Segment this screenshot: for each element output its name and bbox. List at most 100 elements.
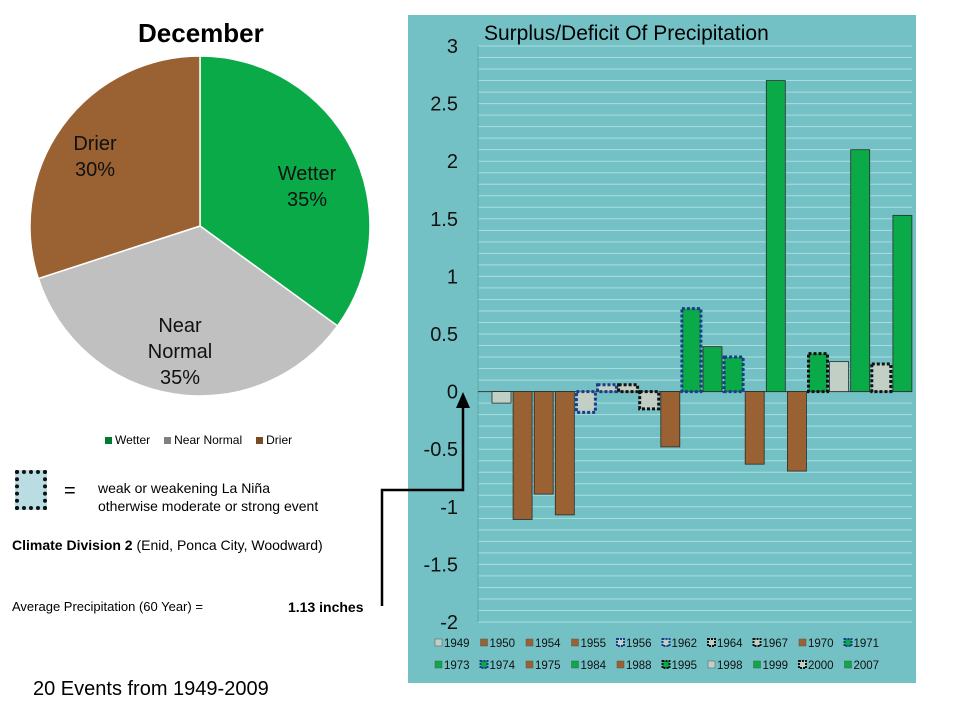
legend-label-1999: 1999: [763, 660, 789, 672]
pie-legend-item-drier: Drier: [256, 433, 292, 447]
pie-legend-item-near-normal: Near Normal: [164, 433, 242, 447]
y-tick-label: 3: [447, 36, 458, 58]
legend-label-1964: 1964: [717, 638, 743, 650]
bar-1999: [850, 149, 871, 392]
legend-swatch-1949: [434, 638, 443, 647]
pointer-arrow-line: [380, 405, 465, 606]
pie-slice-label: Wetter 35%: [278, 163, 337, 211]
legend-label-1955: 1955: [581, 638, 607, 650]
key-equals: =: [64, 480, 76, 502]
bar-1954: [533, 391, 554, 495]
pie-legend-item-wetter: Wetter: [105, 433, 150, 447]
legend-swatch-1995: [661, 660, 671, 669]
legend-label-1962: 1962: [672, 638, 698, 650]
bar-1973: [702, 346, 723, 392]
legend-label-1949: 1949: [444, 638, 470, 650]
bar-1956: [574, 390, 597, 414]
legend-swatch-2007: [844, 660, 852, 669]
average-precip-label: Average Precipitation (60 Year) =: [12, 599, 203, 614]
y-tick-label: -1: [440, 497, 458, 519]
y-tick-label: 0.5: [430, 324, 458, 346]
bar-1998: [829, 361, 849, 393]
bar-chart-title: Surplus/Deficit Of Precipitation: [484, 22, 769, 45]
legend-label-1950: 1950: [490, 638, 516, 650]
pie-slice-label-line: Near: [158, 315, 202, 337]
pie-slice-label-line: 35%: [160, 367, 200, 389]
bar-1988: [787, 391, 807, 472]
legend-label-1973: 1973: [444, 660, 470, 672]
legend-swatch-1967: [752, 638, 762, 647]
pie-title: December: [138, 18, 264, 48]
legend-label-1970: 1970: [808, 638, 834, 650]
legend-label-1984: 1984: [581, 660, 607, 672]
legend-swatch-wetter: [105, 436, 112, 444]
pie-slice-label-line: Drier: [73, 133, 117, 155]
legend-swatch-1950: [480, 638, 488, 647]
pie-slice-label: Near Normal 35%: [148, 315, 212, 389]
pie-legend-label: Wetter: [115, 433, 151, 447]
climate-division-text: Climate Division 2 (Enid, Ponca City, Wo…: [12, 537, 323, 553]
legend-swatch-1956: [616, 638, 625, 647]
y-tick-label: -2: [440, 612, 458, 634]
average-precip-value: 1.13 inches: [288, 599, 364, 615]
events-count-text: 20 Events from 1949-2009: [33, 678, 269, 700]
pie-slice-label-line: 30%: [75, 159, 115, 181]
y-tick-label: -0.5: [424, 439, 458, 461]
legend-label-1956: 1956: [626, 638, 652, 650]
legend-label-2007: 2007: [854, 660, 880, 672]
bar-1967: [638, 390, 661, 411]
legend-label-1975: 1975: [535, 660, 561, 672]
pie-chart: Wetter 35% Near Normal 35% Drier 30%: [29, 55, 371, 397]
legend-label-1995: 1995: [672, 660, 698, 672]
y-tick-label: 2: [447, 151, 458, 173]
bar-1955: [554, 391, 575, 516]
bar-1995: [807, 352, 829, 394]
pie-slice-label: Drier 30%: [73, 133, 117, 181]
bar-1962: [596, 383, 618, 394]
y-tick-label: 0: [447, 382, 458, 404]
legend-swatch-near-normal: [164, 436, 172, 444]
bar-1984: [765, 80, 786, 393]
pie-slice-label-line: Wetter: [278, 163, 337, 185]
bar-1971: [680, 307, 703, 394]
pie-legend-label: Near Normal: [174, 433, 243, 447]
legend-swatch-1988: [616, 660, 625, 669]
y-tick-label: 2.5: [430, 94, 458, 116]
legend-label-1971: 1971: [854, 638, 880, 650]
pointer-arrow-head: [456, 392, 470, 408]
legend-swatch-1955: [571, 638, 579, 647]
legend-swatch-1974: [479, 660, 489, 669]
legend-swatch-1973: [434, 660, 443, 669]
legend-swatch-1954: [525, 638, 534, 647]
legend-label-1998: 1998: [717, 660, 743, 672]
legend-label-1954: 1954: [535, 638, 561, 650]
key-text-otherwise: otherwise moderate or strong event: [98, 498, 319, 514]
weak-la-nina-key-swatch: [15, 470, 47, 510]
legend-swatch-1970: [798, 638, 807, 647]
bar-1949: [491, 391, 512, 404]
bar-1964: [617, 383, 640, 394]
legend-swatch-1998: [707, 660, 716, 669]
legend-swatch-drier: [256, 436, 264, 444]
key-text-weak: weak or weakening La Niña: [98, 480, 270, 496]
legend-label-2000: 2000: [808, 660, 834, 672]
y-tick-label: -1.5: [424, 554, 458, 576]
y-tick-label: 1.5: [430, 209, 458, 231]
legend-swatch-1999: [753, 660, 761, 669]
climate-division-bold: Climate Division 2: [12, 537, 133, 553]
legend-label-1967: 1967: [763, 638, 789, 650]
pie-legend: Wetter Near Normal Drier: [105, 433, 292, 447]
bar-2007: [892, 214, 913, 392]
pie-slice-label-line: Normal: [148, 341, 212, 363]
legend-label-1974: 1974: [490, 660, 516, 672]
pie-slice-wetter: [199, 55, 371, 327]
pie-slice-label-line: 35%: [287, 189, 327, 211]
bar-1974: [722, 355, 745, 394]
bar-1975: [744, 391, 765, 465]
pie-slice-drier: [29, 55, 201, 280]
climate-division-cities: (Enid, Ponca City, Woodward): [132, 537, 323, 553]
pie-slice-near-normal: [37, 225, 339, 397]
legend-label-1988: 1988: [626, 660, 652, 672]
bar-1970: [660, 391, 681, 448]
